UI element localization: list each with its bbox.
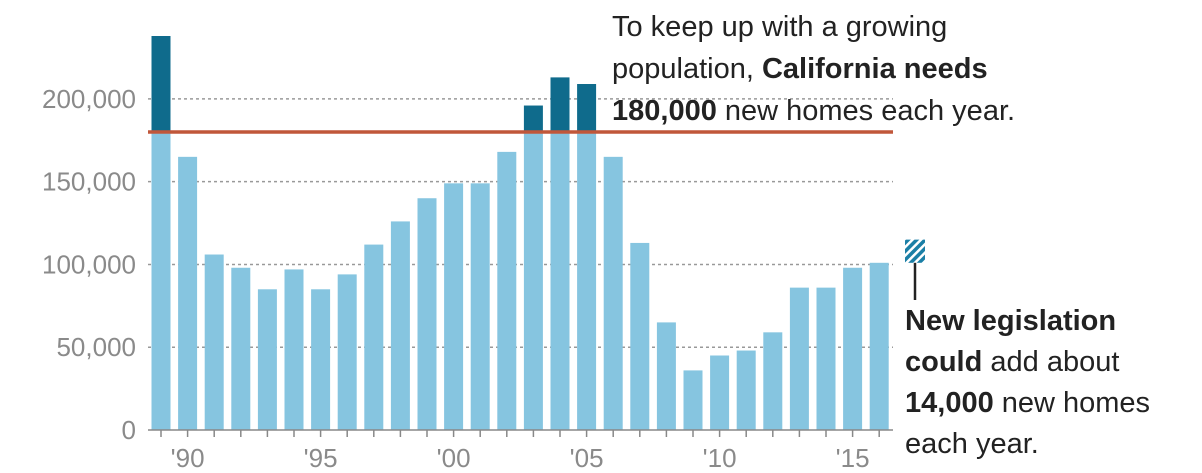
bar xyxy=(178,156,198,430)
annotation: 14,000 new homes xyxy=(905,387,1150,419)
bar xyxy=(843,267,863,430)
annotation-part: could xyxy=(905,346,982,378)
bar xyxy=(763,332,783,430)
annotation: To keep up with a growing xyxy=(612,11,947,43)
bar-above-target xyxy=(550,77,570,133)
x-tick-label: '05 xyxy=(570,443,604,473)
annotation-part: add about xyxy=(982,346,1119,378)
bar xyxy=(444,183,464,430)
y-tick-label: 0 xyxy=(122,415,136,445)
bar xyxy=(311,289,331,430)
annotation-part: each year. xyxy=(905,428,1039,460)
x-tick-label: '95 xyxy=(304,443,338,473)
bar xyxy=(710,355,730,430)
bar xyxy=(550,132,570,431)
x-tick-label: '10 xyxy=(703,443,737,473)
bar xyxy=(683,370,703,430)
y-tick-label: 100,000 xyxy=(42,249,136,279)
bar xyxy=(390,221,410,430)
bar xyxy=(257,289,277,430)
bar-above-target xyxy=(523,105,543,133)
annotation-part: 14,000 xyxy=(905,387,994,419)
y-tick-label: 200,000 xyxy=(42,84,136,114)
bar xyxy=(656,322,676,430)
annotation: each year. xyxy=(905,428,1039,460)
annotation-part: New legislation xyxy=(905,305,1116,337)
bar xyxy=(789,287,809,430)
y-tick-label: 150,000 xyxy=(42,167,136,197)
annotation-part: 180,000 xyxy=(612,95,717,127)
bar xyxy=(284,269,304,430)
annotation: New legislation xyxy=(905,305,1116,337)
annotation-part: California needs xyxy=(762,53,988,85)
x-tick-label: '00 xyxy=(437,443,471,473)
annotation-part: new homes each year. xyxy=(717,95,1015,127)
bar xyxy=(816,287,836,430)
annotation-part: population, xyxy=(612,53,762,85)
x-tick-label: '15 xyxy=(836,443,870,473)
annotation: population, California needs xyxy=(612,53,988,85)
bar xyxy=(231,267,251,430)
x-tick-label: '90 xyxy=(171,443,205,473)
annotation: 180,000 new homes each year. xyxy=(612,95,1015,127)
annotation-part: new homes xyxy=(994,387,1150,419)
addition-box xyxy=(905,239,925,263)
bar xyxy=(364,244,384,430)
bar-above-target xyxy=(577,84,597,133)
bar xyxy=(417,198,437,430)
bar xyxy=(151,132,171,431)
bar xyxy=(204,254,224,430)
bar xyxy=(497,151,517,430)
annotation: could add about xyxy=(905,346,1119,378)
bar xyxy=(577,132,597,431)
bar xyxy=(630,242,650,430)
bar xyxy=(337,274,357,430)
y-tick-label: 50,000 xyxy=(56,332,136,362)
bar xyxy=(603,156,623,430)
bar-above-target xyxy=(151,36,171,133)
bar xyxy=(523,132,543,431)
bar xyxy=(736,350,756,430)
bar xyxy=(869,262,889,430)
annotation-part: To keep up with a growing xyxy=(612,11,947,43)
bar xyxy=(470,183,490,430)
